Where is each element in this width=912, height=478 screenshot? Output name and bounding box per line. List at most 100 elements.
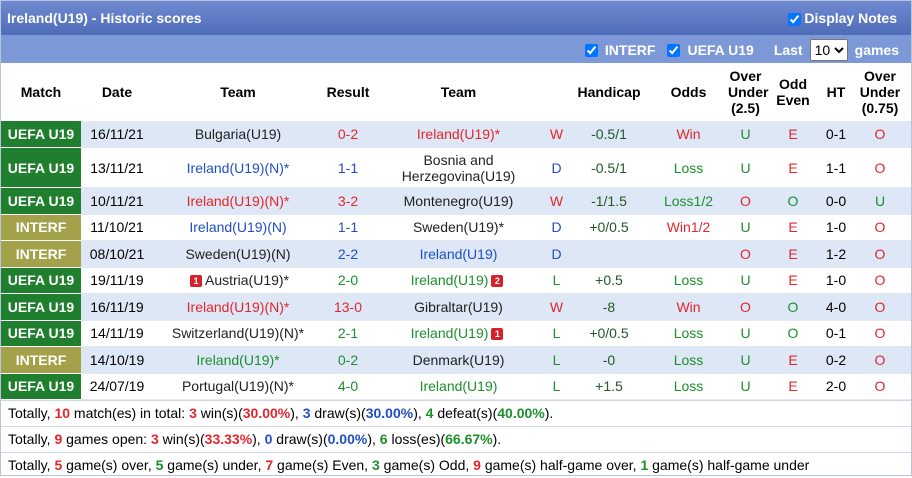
date: 24/07/19: [81, 373, 153, 400]
away-name: Ireland(U19): [419, 245, 498, 262]
notes-toggle[interactable]: Display Notes: [788, 10, 897, 26]
outcome: W: [544, 121, 569, 148]
competition: UEFA U19: [1, 320, 81, 347]
half-time: 1-0: [823, 214, 849, 241]
handicap: -1/1.5: [569, 187, 649, 215]
half-time: 2-0: [823, 373, 849, 400]
away-team: Ireland(U19)*: [373, 121, 544, 148]
title: Ireland(U19) - Historic scores: [7, 10, 202, 26]
result: 1-1: [323, 214, 373, 241]
table-body: UEFA U19 16/11/21 Bulgaria(U19) 0-2 Ireland(…: [1, 121, 911, 400]
odd-even: E: [763, 240, 823, 268]
title-bar: Ireland(U19) - Historic scores Display N…: [1, 1, 911, 35]
away-name: Ireland(U19): [410, 325, 489, 342]
summary-text: ),: [413, 405, 426, 421]
over-under: O: [728, 240, 763, 268]
home-name: Sweden(U19)(N): [185, 245, 291, 262]
odds: Loss: [649, 320, 728, 347]
away-team: Sweden(U19)*: [373, 214, 544, 241]
summary-text: draw(s)(: [310, 405, 366, 421]
match-row: UEFA U19 10/11/21 Ireland(U19)(N)* 3-2 Monte…: [1, 187, 911, 215]
summary-text: win(s)(: [158, 431, 205, 447]
match-row: UEFA U19 24/07/19 Portugal(U19)(N)* 4-0 Irel…: [1, 373, 911, 400]
filter-bar: INTERF UEFA U19 Last 10 games: [1, 35, 911, 63]
outcome: L: [544, 267, 569, 294]
date: 13/11/21: [81, 147, 153, 188]
over-under-half: O: [849, 346, 911, 374]
summary-text: 30.00%: [365, 405, 414, 421]
summary-text: game(s) Odd,: [379, 457, 474, 473]
summary-text: 6: [379, 431, 388, 447]
odds: [649, 240, 728, 268]
home-team: Sweden(U19)(N): [153, 240, 323, 268]
away-name: Ireland(U19): [419, 378, 498, 395]
home-name: Ireland(U19)(N)*: [186, 192, 290, 209]
competition: INTERF: [1, 240, 81, 268]
column-header: Odd Even: [763, 63, 823, 121]
competition: INTERF: [1, 346, 81, 374]
column-header: Match: [1, 63, 81, 121]
date: 16/11/19: [81, 293, 153, 321]
notes-label: Display Notes: [804, 10, 897, 26]
home-team: Portugal(U19)(N)*: [153, 373, 323, 400]
handicap: -8: [569, 293, 649, 321]
home-name: Austria(U19)*: [204, 272, 290, 289]
handicap: -0.5/1: [569, 147, 649, 188]
half-time: 1-0: [823, 267, 849, 294]
match-row: UEFA U19 19/11/19 1 Austria(U19)* 2-0 Ireland…: [1, 267, 911, 294]
home-team: Bulgaria(U19): [153, 121, 323, 148]
column-header: Result: [323, 63, 373, 121]
date: 14/11/19: [81, 320, 153, 347]
over-under-half: O: [849, 240, 911, 268]
handicap: [569, 240, 649, 268]
notes-checkbox[interactable]: [788, 12, 802, 26]
handicap: +0/0.5: [569, 320, 649, 347]
over-under: O: [728, 187, 763, 215]
half-time: 0-2: [823, 346, 849, 374]
over-under-half: O: [849, 293, 911, 321]
date: 14/10/19: [81, 346, 153, 374]
summary-text: ).: [544, 405, 554, 421]
over-under: U: [728, 346, 763, 374]
summary-text: 33.33%: [204, 431, 253, 447]
summary-text: match(es) in total:: [70, 405, 190, 421]
interf-label: INTERF: [604, 42, 656, 58]
summary-text: 66.67%: [445, 431, 493, 447]
handicap: -0.5/1: [569, 121, 649, 148]
away-team: Bosnia and Herzegovina(U19): [373, 147, 544, 188]
interf-checkbox[interactable]: [584, 43, 598, 57]
away-name: Gibraltar(U19): [414, 298, 503, 315]
count-select[interactable]: 10: [809, 39, 848, 61]
result: 3-2: [323, 187, 373, 215]
away-team: Ireland(U19) 2: [373, 267, 544, 294]
match-row: UEFA U19 16/11/19 Ireland(U19)(N)* 13-0 Gibr…: [1, 293, 911, 321]
column-header: Handicap: [569, 63, 649, 121]
over-under: U: [728, 267, 763, 294]
outcome: D: [544, 214, 569, 241]
column-header: Over Under (2.5): [728, 63, 768, 121]
date: 16/11/21: [81, 121, 153, 148]
summary-text: Totally,: [8, 405, 55, 421]
match-row: UEFA U19 13/11/21 Ireland(U19)(N)* 1-1 Bosni…: [1, 147, 911, 188]
outcome: D: [544, 147, 569, 188]
result: 2-0: [323, 267, 373, 294]
header-row: Match Date Team Result Team Handicap Odds Over …: [1, 63, 911, 121]
column-header: Date: [81, 63, 153, 121]
outcome: L: [544, 320, 569, 347]
red-card: 1: [491, 328, 504, 341]
match-row: INTERF 11/10/21 Ireland(U19)(N) 1-1 Sweden(U…: [1, 214, 911, 241]
summary: Totally, 10 match(es) in total: 3 win(s)…: [1, 400, 911, 478]
over-under-half: U: [849, 187, 911, 215]
red-card: 1: [189, 275, 202, 288]
half-time: 1-1: [823, 147, 849, 188]
uefa-checkbox[interactable]: [667, 43, 681, 57]
summary-line: Totally, 10 match(es) in total: 3 win(s)…: [1, 400, 911, 426]
home-name: Ireland(U19)(N): [189, 219, 287, 236]
summary-text: 1: [640, 457, 649, 473]
odd-even: E: [763, 147, 823, 188]
summary-text: 3: [189, 405, 197, 421]
away-name: Sweden(U19)*: [412, 219, 505, 236]
home-name: Switzerland(U19)(N)*: [171, 325, 305, 342]
match-row: INTERF 08/10/21 Sweden(U19)(N) 2-2 Ireland(U…: [1, 240, 911, 268]
summary-text: Totally,: [8, 431, 55, 447]
